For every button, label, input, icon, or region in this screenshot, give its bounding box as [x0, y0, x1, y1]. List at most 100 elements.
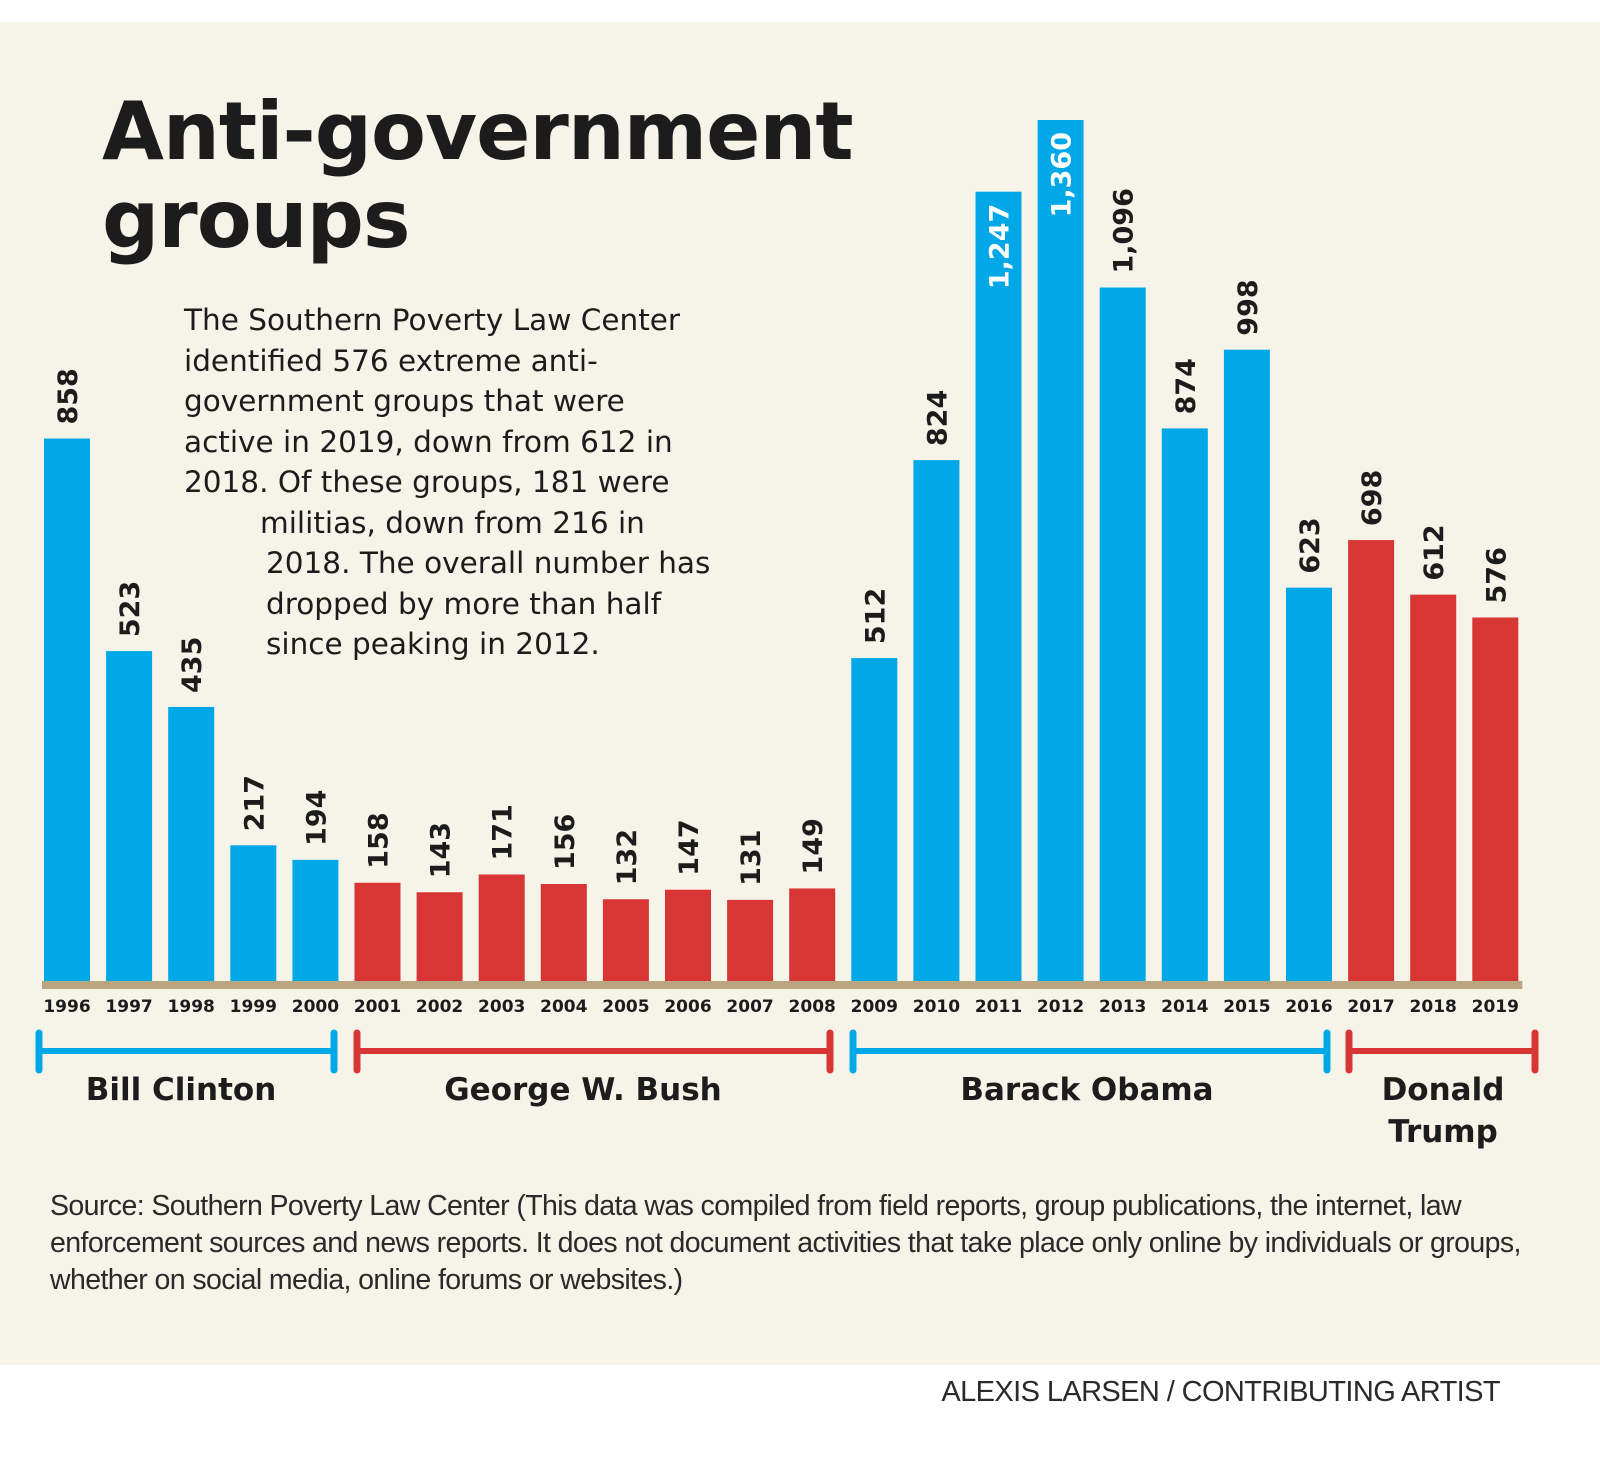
bar-2004: [540, 884, 587, 983]
bar-2005: [602, 899, 649, 983]
description-line: dropped by more than half: [266, 586, 662, 621]
bar-2001: [354, 882, 401, 983]
bar-2019: [1472, 617, 1519, 983]
description-line: since peaking in 2012.: [266, 627, 600, 661]
president-bracket-bill-clinton: Bill Clinton: [35, 1029, 338, 1108]
description-text: The Southern Poverty Law Center identifi…: [184, 300, 784, 665]
title-line-2: groups: [102, 173, 411, 266]
chart-background: [0, 22, 1600, 1365]
bar-1999: [230, 845, 277, 983]
bar-2011: [975, 191, 1022, 984]
value-label-1998: 435: [177, 637, 208, 693]
year-label-2012: 2012: [1037, 997, 1084, 1017]
year-label-2018: 2018: [1410, 997, 1457, 1017]
bar-1996: [44, 438, 90, 983]
value-label-2009: 512: [860, 588, 891, 644]
bars-group: [44, 120, 1519, 984]
year-label-2007: 2007: [726, 997, 773, 1017]
value-label-2007: 131: [736, 829, 767, 885]
bar-2016: [1286, 587, 1332, 983]
year-label-1998: 1998: [168, 997, 215, 1017]
bar-2009: [851, 658, 898, 983]
value-label-2019: 576: [1481, 547, 1512, 603]
value-label-2013: 1,096: [1109, 188, 1140, 273]
value-label-2014: 874: [1171, 358, 1202, 414]
bar-2008: [789, 888, 836, 983]
value-label-2006: 147: [674, 819, 705, 875]
year-label-1997: 1997: [105, 997, 152, 1017]
description-line: 2018. The overall number has: [266, 546, 711, 580]
x-axis-line: [42, 981, 1523, 989]
value-label-2016: 623: [1295, 517, 1326, 573]
value-label-1997: 523: [115, 581, 146, 637]
year-label-2005: 2005: [602, 997, 649, 1017]
year-label-2019: 2019: [1472, 997, 1519, 1017]
value-label-2004: 156: [550, 814, 581, 870]
year-label-2011: 2011: [975, 997, 1022, 1017]
description-line: government groups that were: [184, 384, 625, 418]
value-label-2018: 612: [1419, 524, 1450, 580]
value-label-2011: 1,247: [985, 204, 1016, 289]
president-name: Barack Obama: [960, 1072, 1213, 1108]
bar-2006: [665, 889, 711, 983]
president-bracket-george-w-bush: George W. Bush: [353, 1029, 834, 1108]
value-label-2012: 1,360: [1047, 132, 1078, 217]
description-line: The Southern Poverty Law Center: [184, 303, 681, 337]
bar-2000: [292, 859, 339, 983]
chart-title: Anti-government groups: [102, 85, 854, 266]
source-note: Source: Southern Poverty Law Center (Thi…: [50, 1190, 1521, 1296]
president-brackets-group: Bill Clinton George W. Bush Barack Obama Do…: [35, 1029, 1539, 1150]
year-label-2016: 2016: [1285, 997, 1332, 1017]
value-label-2010: 824: [922, 390, 953, 446]
bar-2018: [1410, 594, 1457, 983]
president-name: George W. Bush: [444, 1072, 722, 1108]
year-label-2000: 2000: [292, 997, 339, 1017]
artist-credit: ALEXIS LARSEN / CONTRIBUTING ARTIST: [941, 1376, 1500, 1408]
bar-2002: [416, 892, 463, 983]
description-line: militias, down from 216 in: [260, 505, 645, 540]
bar-2007: [727, 899, 774, 983]
bar-2013: [1099, 287, 1146, 983]
year-label-2002: 2002: [416, 997, 463, 1017]
year-label-2004: 2004: [540, 997, 587, 1017]
value-label-1996: 858: [53, 368, 84, 424]
year-label-2017: 2017: [1347, 997, 1394, 1017]
value-label-2017: 698: [1357, 470, 1388, 526]
year-label-2003: 2003: [478, 997, 525, 1017]
bar-2012: [1037, 120, 1084, 983]
president-bracket-barack-obama: Barack Obama: [849, 1029, 1331, 1108]
value-label-2008: 149: [798, 818, 829, 874]
bar-1998: [168, 706, 215, 983]
year-label-2006: 2006: [664, 997, 711, 1017]
year-label-2009: 2009: [851, 997, 898, 1017]
year-label-2001: 2001: [354, 997, 401, 1017]
year-label-2010: 2010: [913, 997, 960, 1017]
year-labels-group: 1996 1997 1998 1999 2000 2001 2002 2003 2004 2005…: [43, 997, 1519, 1017]
president-bracket-donald-trump: Donald Trump: [1345, 1029, 1539, 1150]
year-label-1996: 1996: [43, 997, 90, 1017]
year-label-2014: 2014: [1161, 997, 1208, 1017]
title-line-1: Anti-government: [102, 85, 854, 178]
year-label-1999: 1999: [230, 997, 277, 1017]
year-label-2008: 2008: [789, 997, 836, 1017]
bar-2015: [1223, 349, 1270, 983]
description-line: active in 2019, down from 612 in: [184, 424, 673, 459]
bar-1997: [106, 651, 153, 983]
value-label-2002: 143: [426, 822, 457, 878]
president-name: Donald: [1382, 1072, 1505, 1108]
value-label-1999: 217: [239, 775, 270, 831]
bar-2010: [913, 460, 960, 983]
bar-2017: [1348, 540, 1395, 983]
description-line: 2018. Of these groups, 181 were: [184, 465, 670, 499]
president-name: Trump: [1388, 1114, 1498, 1150]
value-label-2005: 132: [612, 829, 643, 885]
president-name: Bill Clinton: [86, 1072, 277, 1108]
value-label-2015: 998: [1233, 279, 1264, 335]
bar-2003: [478, 874, 525, 983]
year-label-2015: 2015: [1223, 997, 1270, 1017]
year-label-2013: 2013: [1099, 997, 1146, 1017]
bar-2014: [1161, 428, 1208, 983]
description-line: identified 576 extreme anti-: [184, 343, 598, 378]
value-label-2003: 171: [488, 804, 519, 860]
